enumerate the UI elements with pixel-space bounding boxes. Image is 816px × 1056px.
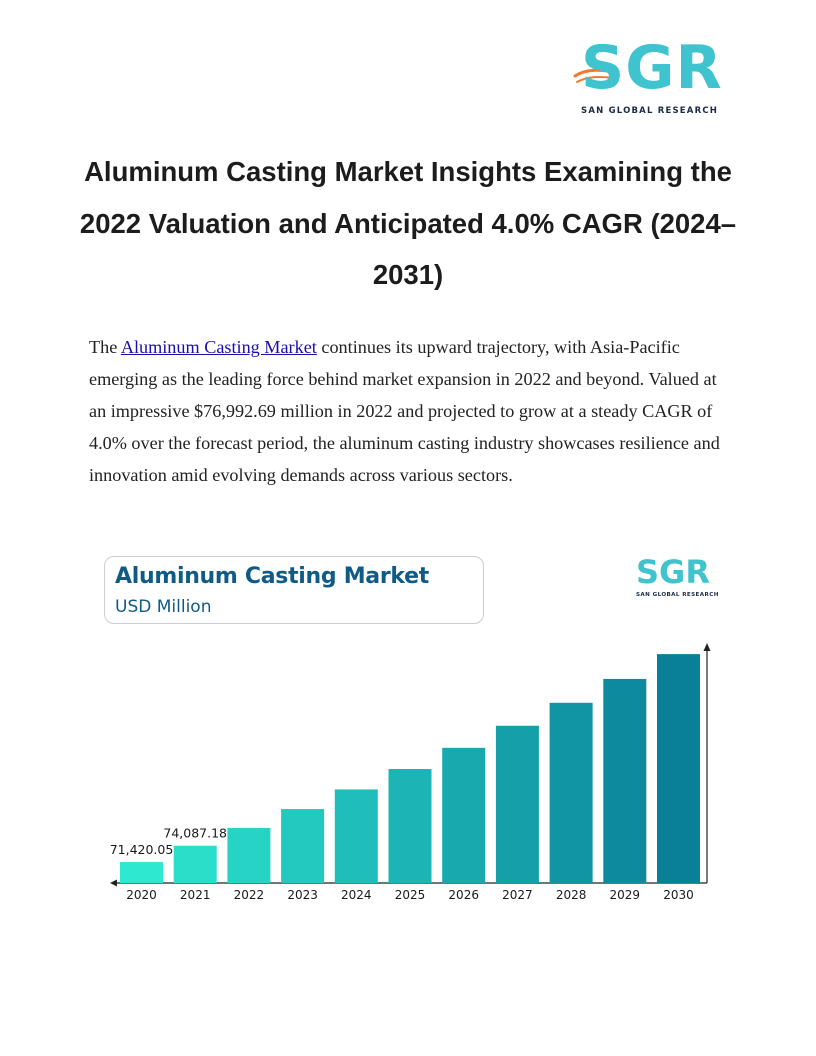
x-tick-label-2029: 2029 (610, 888, 641, 902)
bar-chart-svg: 2020 2021 2022 2023 2024 2025 2026 2027 2028 2029… (110, 643, 711, 902)
chart-sgr-logo: SGR SAN GLOBAL RESEARCH (634, 556, 724, 604)
x-tick-label-2021: 2021 (180, 888, 211, 902)
bar-2025 (388, 769, 432, 883)
bar-2030 (657, 654, 700, 883)
x-axis-arrow-icon (110, 879, 117, 887)
logo-mark: SGR (581, 33, 723, 103)
chart-logo-mark: SGR (636, 553, 710, 591)
chart-subtitle: USD Million (115, 597, 212, 617)
bar-2028 (549, 702, 593, 883)
x-tick-label-2022: 2022 (234, 888, 265, 902)
bar-2023 (281, 809, 325, 883)
market-chart: Aluminum Casting Market USD Million SGR … (96, 548, 726, 918)
logo-tagline: SAN GLOBAL RESEARCH (581, 106, 719, 116)
intro-paragraph: The Aluminum Casting Market continues it… (89, 331, 734, 491)
x-tick-label-2028: 2028 (556, 888, 587, 902)
x-tick-label-2024: 2024 (341, 888, 372, 902)
x-tick-label-2025: 2025 (395, 888, 426, 902)
data-label-2021: 74,087.18 (163, 826, 227, 841)
paragraph-prefix: The (89, 337, 121, 357)
sgr-logo: SGR SAN GLOBAL RESEARCH (573, 38, 725, 118)
x-tick-label-2030: 2030 (663, 888, 694, 902)
chart-title-box: Aluminum Casting Market USD Million (104, 556, 484, 624)
data-label-2020: 71,420.05 (110, 842, 174, 857)
market-link[interactable]: Aluminum Casting Market (120, 337, 317, 357)
y-axis-arrow-icon (703, 643, 711, 651)
page-title: Aluminum Casting Market Insights Examini… (79, 156, 737, 290)
x-tick-label-2027: 2027 (502, 888, 533, 902)
bar-2020 (120, 862, 163, 883)
bar-2027 (495, 725, 539, 883)
bar-2026 (442, 747, 486, 883)
logo-swoosh-icon (573, 68, 619, 83)
bar-2029 (603, 678, 647, 883)
chart-logo-tagline: SAN GLOBAL RESEARCH (636, 592, 719, 598)
paragraph-suffix: continues its upward trajectory, with As… (89, 337, 720, 485)
chart-title: Aluminum Casting Market (115, 564, 429, 589)
x-tick-label-2020: 2020 (126, 888, 157, 902)
x-tick-label-2023: 2023 (287, 888, 318, 902)
bar-2021 (173, 845, 217, 883)
x-tick-label-2026: 2026 (448, 888, 479, 902)
bar-2022 (227, 827, 271, 883)
bar-2024 (334, 789, 378, 883)
